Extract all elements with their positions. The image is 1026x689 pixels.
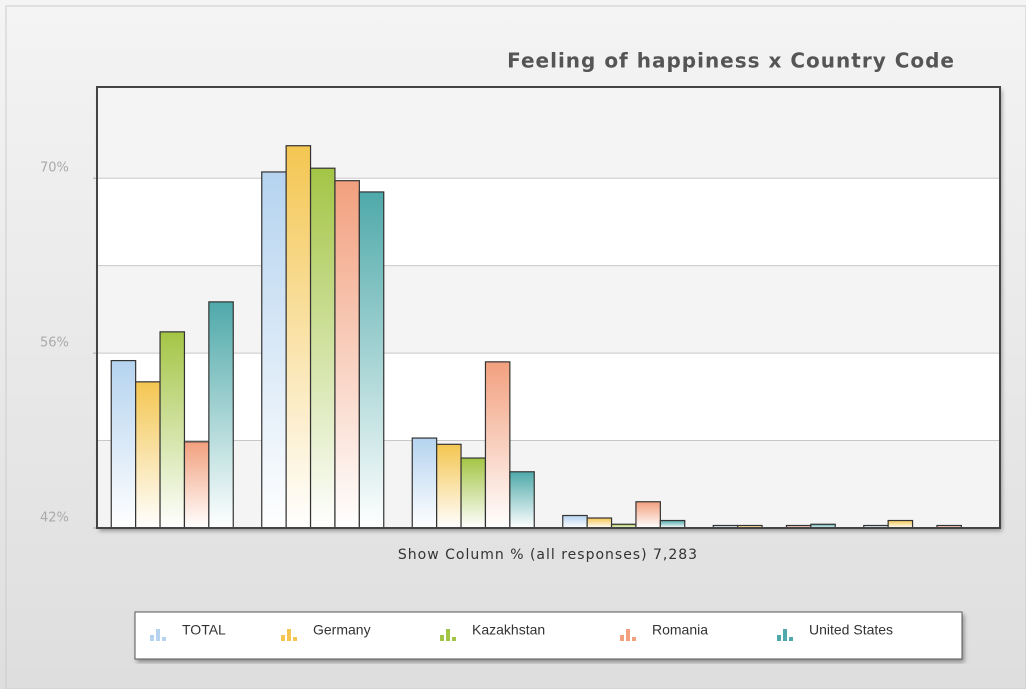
bar bbox=[484, 361, 511, 529]
legend-swatch bbox=[440, 635, 444, 641]
legend-swatch bbox=[446, 629, 450, 641]
plot-band bbox=[97, 265, 1000, 354]
bar bbox=[659, 519, 686, 529]
bar bbox=[358, 191, 385, 529]
bar bbox=[159, 331, 186, 529]
bar bbox=[887, 519, 914, 529]
legend-swatch bbox=[287, 629, 291, 641]
plot-band bbox=[97, 87, 1000, 179]
plot-area: 42% 56% 70% bbox=[40, 86, 1001, 529]
chart-title: Feeling of happiness x Country Code bbox=[507, 49, 955, 73]
legend-swatch bbox=[156, 629, 160, 641]
legend-box bbox=[134, 611, 963, 660]
legend-swatch bbox=[626, 629, 630, 641]
bar bbox=[208, 301, 234, 529]
legend-swatch bbox=[620, 635, 624, 641]
legend-label: Germany bbox=[313, 622, 371, 638]
bar bbox=[309, 167, 336, 529]
legend-swatch bbox=[293, 637, 297, 641]
legend: TOTAL Germany Kazakhstan Romania United Stat… bbox=[150, 622, 893, 641]
bar bbox=[411, 437, 438, 529]
bar bbox=[562, 514, 588, 529]
bar bbox=[509, 471, 535, 529]
y-tick-label: 70% bbox=[40, 161, 69, 176]
legend-swatch bbox=[632, 637, 636, 641]
bar bbox=[635, 501, 661, 529]
legend-swatch bbox=[150, 635, 154, 641]
legend-swatch bbox=[281, 635, 285, 641]
legend-swatch bbox=[789, 637, 793, 641]
legend-swatch bbox=[162, 637, 166, 641]
plot-band bbox=[97, 440, 1000, 528]
bar bbox=[261, 171, 287, 529]
bar bbox=[135, 381, 161, 529]
plot-frame bbox=[96, 86, 1001, 529]
legend-label: Romania bbox=[652, 622, 708, 638]
x-axis-label: Show Column % (all responses) 7,283 bbox=[398, 547, 698, 563]
y-tick-label: 42% bbox=[40, 511, 69, 526]
legend-label: Kazakhstan bbox=[472, 622, 545, 638]
legend-swatch bbox=[777, 635, 781, 641]
bar bbox=[460, 457, 487, 529]
bar bbox=[183, 441, 210, 529]
bar bbox=[285, 145, 312, 529]
y-tick-label: 56% bbox=[40, 336, 69, 351]
legend-swatch bbox=[452, 637, 456, 641]
legend-label: United States bbox=[809, 622, 893, 638]
bar bbox=[334, 180, 360, 529]
bar bbox=[436, 443, 462, 529]
legend-label: TOTAL bbox=[182, 622, 226, 638]
bar bbox=[586, 517, 613, 529]
outer-frame bbox=[5, 5, 1026, 689]
legend-swatch bbox=[783, 629, 787, 641]
bar bbox=[110, 359, 137, 529]
